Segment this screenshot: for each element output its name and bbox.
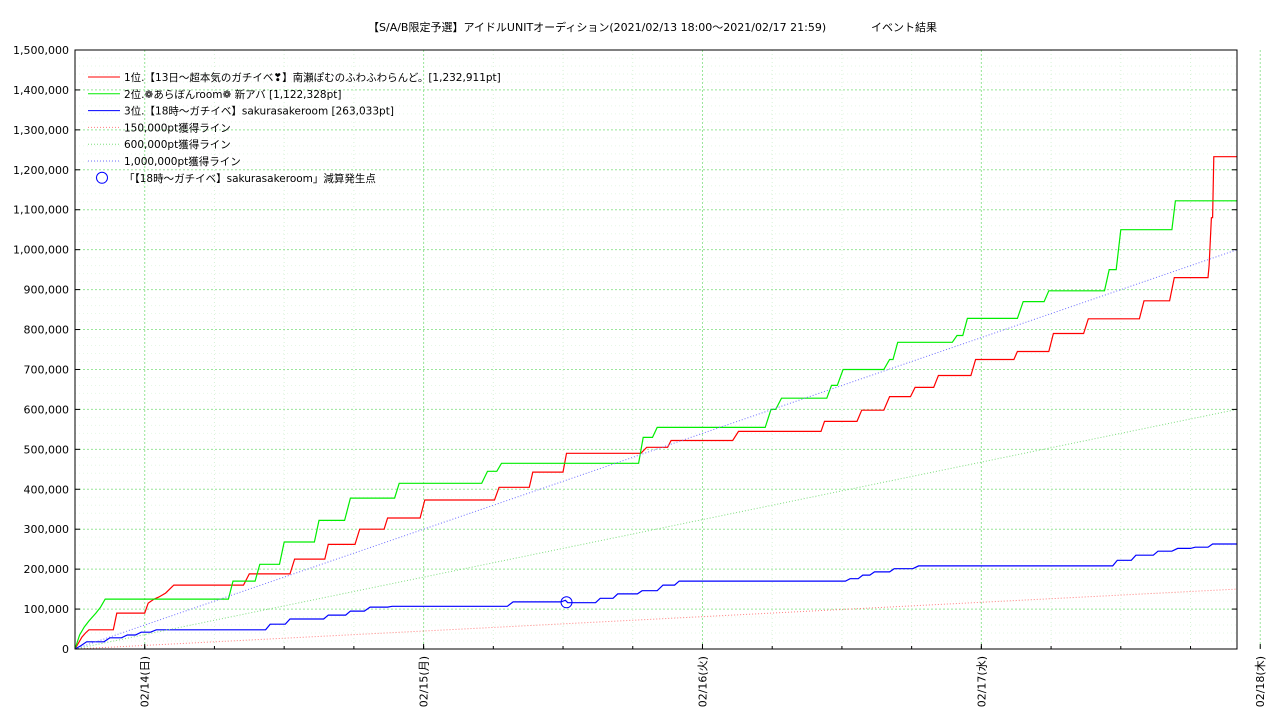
legend-entry-3: 3位.【18時～ガチイベ】sakurasakeroom [263,033pt] [124,105,394,118]
y-tick-label: 1,000,000 [13,244,69,257]
legend-entry-5: 600,000pt獲得ライン [124,138,231,151]
y-tick-label: 100,000 [24,603,70,616]
chart-title: 【S/A/B限定予選】アイドルUNITオーディション(2021/02/13 18… [368,20,826,34]
y-tick-label: 1,400,000 [13,84,69,97]
x-tick-label: 02/17(水) [975,656,988,707]
x-axis: 02/14(日) 02/15(月) 02/16(火) 02/17(水) 02/18(木) [74,644,1267,707]
x-tick-label: 02/14(日) [139,656,152,707]
y-tick-label: 0 [62,643,69,656]
legend-entry-4: 150,000pt獲得ライン [124,121,231,134]
chart-title-right: イベント結果 [871,20,937,34]
y-tick-label: 1,500,000 [13,44,69,57]
y-tick-label: 200,000 [24,563,70,576]
y-tick-label: 1,300,000 [13,124,69,137]
grid [74,49,1261,650]
y-axis: 0 100,000 200,000 300,000 400,000 500,000 600,… [13,44,1237,656]
series-line-2 [74,200,1237,650]
plot-frame [74,49,1238,650]
legend-entry-6: 1,000,000pt獲得ライン [124,155,241,168]
legend-entry-1: 1位.【13日～超本気のガチイベ❣】南瀬ぽむのふわふわらんど。[1,232,91… [124,71,501,84]
y-tick-label: 700,000 [24,363,70,376]
y-tick-label: 900,000 [24,284,70,297]
y-tick-label: 400,000 [24,483,70,496]
legend-marker-swatch [96,171,108,184]
x-tick-label: 02/15(月) [418,656,431,707]
legend: 1位.【13日～超本気のガチイベ❣】南瀬ぽむのふわふわらんど。[1,232,91… [88,71,501,185]
y-tick-label: 300,000 [24,523,70,536]
series-lines [74,156,1238,650]
y-tick-label: 600,000 [24,403,70,416]
series-line-6 [74,249,1238,650]
legend-entry-2: 2位.❁あらぼんroom❁ 新アバ [1,122,328pt] [124,88,341,101]
series-line-4 [74,588,1238,650]
x-tick-label: 02/18(木) [1254,656,1267,707]
legend-marker-label: 「【18時～ガチイベ】sakurasakeroom」減算発生点 [124,172,376,185]
y-tick-label: 800,000 [24,324,70,337]
series-line-1 [74,156,1237,650]
x-tick-label: 02/16(火) [696,656,709,707]
y-tick-label: 1,100,000 [13,204,69,217]
series-line-3 [74,543,1237,650]
y-tick-label: 500,000 [24,443,70,456]
y-tick-label: 1,200,000 [13,164,69,177]
decrement-marker [560,596,573,609]
markers [560,596,573,609]
